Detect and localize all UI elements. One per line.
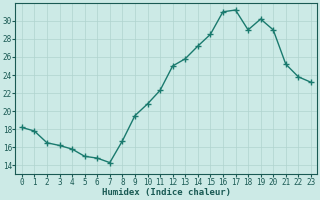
X-axis label: Humidex (Indice chaleur): Humidex (Indice chaleur): [102, 188, 231, 197]
